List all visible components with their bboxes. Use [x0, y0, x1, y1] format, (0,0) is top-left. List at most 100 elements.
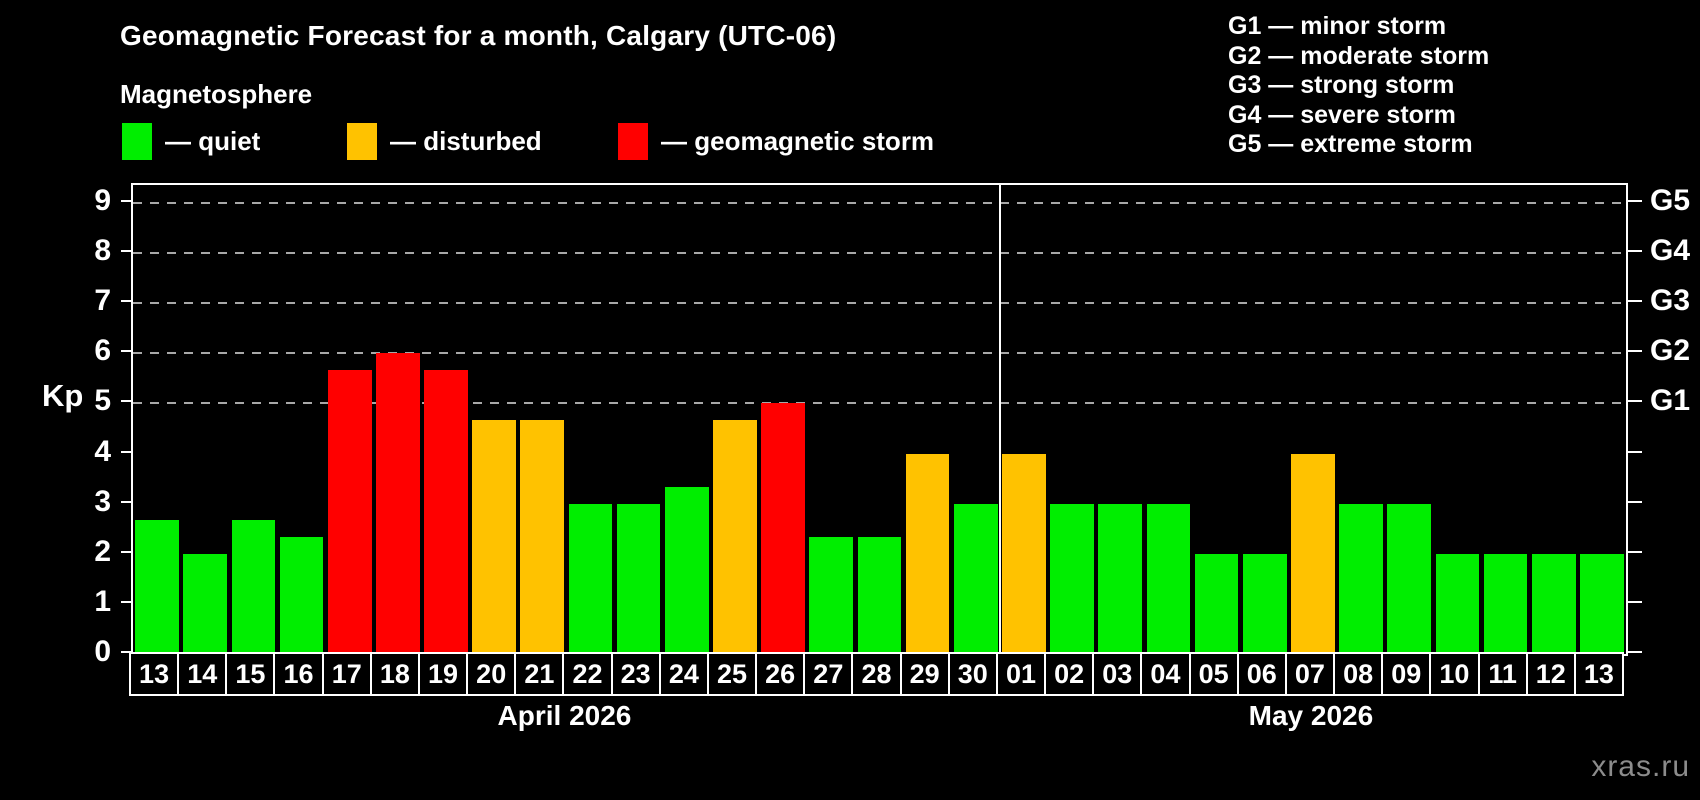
- legend-item-storm: — geomagnetic storm: [618, 122, 934, 160]
- date-cell: 28: [851, 652, 902, 696]
- kp-bar: [327, 369, 372, 654]
- y-axis-title: Kp: [42, 378, 84, 413]
- y-tick-label: 2: [94, 534, 111, 568]
- g-scale-legend: G1 — minor storm G2 — moderate storm G3 — …: [1228, 12, 1489, 160]
- kp-bar: [1291, 453, 1335, 654]
- date-cell: 03: [1092, 652, 1143, 696]
- date-cell: 08: [1333, 652, 1384, 696]
- date-cell: 04: [1140, 652, 1191, 696]
- kp-bar: [857, 537, 902, 654]
- y-axis-tick: [121, 400, 133, 403]
- kp-bar: [1002, 453, 1046, 654]
- date-cell: 18: [369, 652, 420, 696]
- kp-bar: [183, 553, 228, 654]
- date-cell: 09: [1381, 652, 1432, 696]
- kp-bar: [1435, 553, 1480, 654]
- legend-swatch-storm: [618, 122, 648, 160]
- date-cell: 01: [995, 652, 1047, 696]
- kp-bar: [1339, 503, 1383, 654]
- g-axis-tick: [1628, 300, 1642, 303]
- kp-bar: [424, 369, 468, 654]
- y-axis-tick: [121, 550, 133, 553]
- date-cell: 29: [899, 652, 950, 696]
- date-cell: 16: [273, 652, 324, 696]
- kp-bar: [905, 453, 950, 654]
- g-level-label-g5: G5: [1650, 184, 1691, 217]
- y-tick-label: 5: [94, 384, 111, 418]
- g-axis-tick: [1628, 400, 1642, 403]
- date-cell: 02: [1044, 652, 1095, 696]
- g-level-label-g3: G3: [1650, 284, 1691, 318]
- kp-bar: [472, 419, 516, 654]
- g-axis-tick: [1628, 600, 1642, 603]
- date-cell: 23: [610, 652, 661, 696]
- y-axis-tick: [121, 450, 133, 453]
- y-tick-label: 4: [94, 434, 111, 468]
- y-axis-tick: [121, 250, 133, 253]
- date-cell: 22: [562, 652, 613, 696]
- month-separator-line: [998, 185, 1001, 654]
- g-axis-tick: [1628, 250, 1642, 253]
- gridline-kp7: [133, 302, 1626, 305]
- g-legend-line: G4 — severe storm: [1228, 100, 1456, 129]
- date-cell: 13: [1573, 652, 1624, 696]
- date-cell: 14: [177, 652, 228, 696]
- kp-bar: [1387, 503, 1432, 654]
- legend-label-disturbed: — disturbed: [390, 125, 542, 156]
- g-legend-line: G2 — moderate storm: [1228, 41, 1490, 70]
- y-tick-label: 8: [94, 234, 111, 268]
- g-level-label-g1: G1: [1650, 384, 1691, 418]
- g-legend-line: G5 — extreme storm: [1228, 130, 1473, 158]
- date-cell: 15: [225, 652, 276, 696]
- kp-bar: [568, 503, 613, 654]
- date-cell: 24: [658, 652, 709, 696]
- gridline-kp5: [133, 402, 1626, 405]
- y-axis-tick: [121, 200, 133, 202]
- kp-bar: [1098, 503, 1143, 654]
- gridline-kp6: [133, 352, 1626, 355]
- legend-item-quiet: — quiet: [122, 122, 260, 160]
- month-label-may: May 2026: [1248, 700, 1374, 731]
- kp-bar: [1146, 503, 1191, 654]
- legend-label-storm: — geomagnetic storm: [661, 125, 935, 156]
- kp-bar: [616, 503, 661, 654]
- g-axis-tick: [1628, 200, 1642, 202]
- date-cell: 20: [466, 652, 517, 696]
- date-cell: 11: [1477, 652, 1528, 696]
- kp-bar: [713, 419, 757, 654]
- chart-title: Geomagnetic Forecast for a month, Calgar…: [120, 20, 837, 51]
- legend-item-disturbed: — disturbed: [347, 122, 542, 160]
- y-axis-tick: [121, 651, 133, 653]
- kp-bar: [1531, 553, 1576, 654]
- gridline-kp9: [133, 202, 1626, 204]
- g-level-label-g4: G4: [1650, 234, 1691, 268]
- date-cell: 27: [803, 652, 854, 696]
- date-cell: 30: [947, 652, 998, 696]
- g-level-label-g2: G2: [1650, 334, 1691, 368]
- date-cell: 10: [1429, 652, 1480, 696]
- kp-bar: [1483, 553, 1528, 654]
- plot-area: [131, 183, 1628, 656]
- y-axis-tick: [121, 500, 133, 503]
- kp-bar: [279, 537, 324, 654]
- y-tick-label: 9: [94, 184, 111, 217]
- kp-bar: [376, 353, 420, 654]
- g-axis-tick: [1628, 550, 1642, 553]
- g-axis-tick: [1628, 500, 1642, 503]
- kp-bar: [1050, 503, 1094, 654]
- date-cell: 26: [755, 652, 806, 696]
- legend-swatch-quiet: [122, 122, 152, 160]
- g-axis-tick: [1628, 350, 1642, 353]
- y-tick-label: 3: [94, 484, 111, 518]
- date-cell: 05: [1188, 652, 1239, 696]
- kp-bar: [231, 520, 276, 654]
- watermark: xras.ru: [1591, 750, 1690, 783]
- date-cell: 07: [1284, 652, 1336, 696]
- date-cell: 17: [321, 652, 372, 696]
- g-axis-tick: [1628, 651, 1642, 653]
- kp-bar: [664, 487, 709, 654]
- legend-label-quiet: — quiet: [165, 125, 261, 156]
- y-axis-tick: [121, 600, 133, 603]
- g-legend-line: G1 — minor storm: [1228, 12, 1447, 40]
